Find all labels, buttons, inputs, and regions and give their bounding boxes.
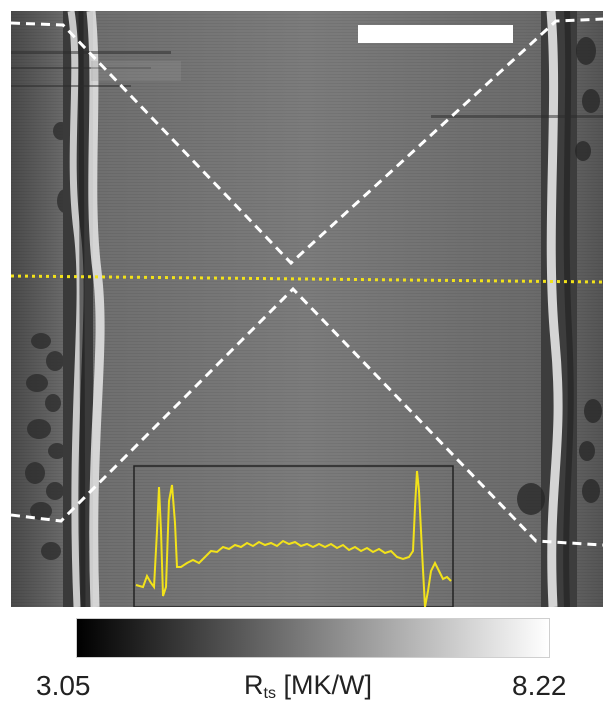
thermal-resistance-map [11,11,603,607]
map-svg [11,11,603,607]
profile-curve [135,470,452,607]
colorbar-min-label: 3.05 [36,670,91,701]
horizontal-profile-guide [11,274,603,284]
left-bright-edge [63,11,105,607]
colorbar-title-symbol: R [244,670,264,700]
diagonal-guides [11,17,603,547]
right-bright-edge [541,11,577,607]
colorbar-max-label: 8.22 [512,670,567,701]
profile-inset [133,465,454,607]
colorbar-title: Rts [MK/W] [244,672,372,702]
colorbar [76,618,550,658]
colorbar-title-unit: [MK/W] [275,670,372,700]
colorbar-title-subscript: ts [263,685,276,702]
scale-bar [358,25,513,43]
right-dark-blobs [517,37,602,515]
